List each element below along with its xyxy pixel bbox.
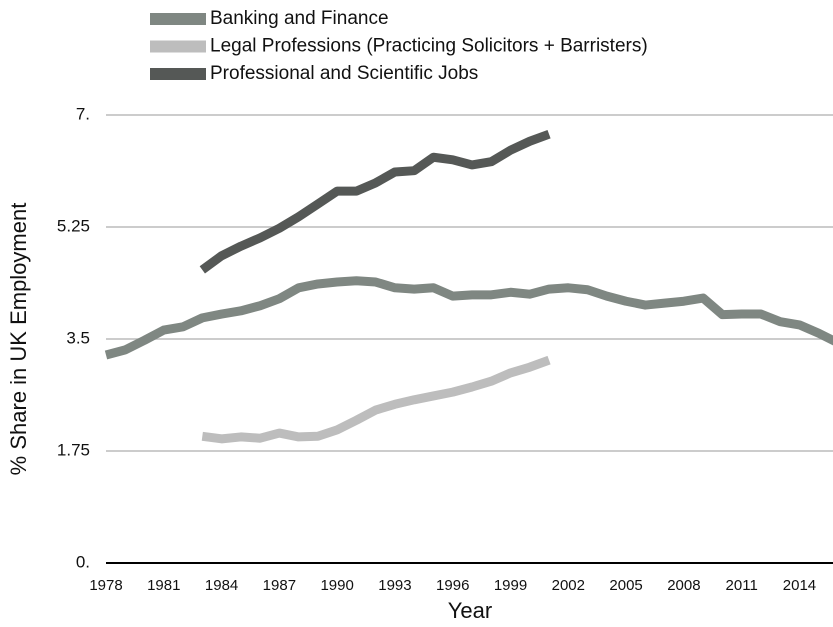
x-tick-label: 2002 xyxy=(552,577,585,594)
x-tick-label: 1984 xyxy=(205,577,238,594)
x-tick-label: 1978 xyxy=(89,577,122,594)
x-tick-label: 2005 xyxy=(609,577,642,594)
x-tick-label: 1999 xyxy=(494,577,527,594)
x-tick-label: 1981 xyxy=(147,577,180,594)
y-tick-label: 1.75 xyxy=(57,440,90,459)
x-tick-label: 1990 xyxy=(320,577,353,594)
x-axis-label: Year xyxy=(448,598,492,623)
series-line xyxy=(201,355,551,444)
legend-swatch xyxy=(150,68,206,80)
y-axis-label: % Share in UK Employment xyxy=(6,203,31,476)
x-tick-label: 1987 xyxy=(263,577,296,594)
legend-swatch xyxy=(150,13,206,25)
legend-label: Banking and Finance xyxy=(210,8,389,29)
series-line xyxy=(199,129,551,274)
y-tick-label: 0. xyxy=(76,552,90,571)
x-tick-label: 2008 xyxy=(667,577,700,594)
x-tick-label: 2014 xyxy=(783,577,816,594)
legend-label: Legal Professions (Practicing Solicitors… xyxy=(210,36,648,57)
series-line xyxy=(104,276,833,360)
y-tick-label: 3.5 xyxy=(66,328,90,347)
legend-label: Professional and Scientific Jobs xyxy=(210,63,478,84)
x-tick-label: 1996 xyxy=(436,577,469,594)
y-tick-label: 7. xyxy=(76,104,90,123)
y-tick-label: 5.25 xyxy=(57,216,90,235)
x-tick-label: 2011 xyxy=(726,577,758,594)
legend-swatch xyxy=(150,40,206,53)
x-tick-label: 1993 xyxy=(378,577,411,594)
